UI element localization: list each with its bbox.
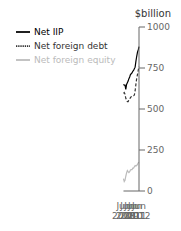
svg-text:750: 750 [147, 63, 164, 73]
svg-text:250: 250 [147, 145, 164, 155]
svg-text:1000: 1000 [147, 22, 170, 32]
svg-text:Jun2012: Jun2012 [128, 201, 151, 221]
svg-text:500: 500 [147, 104, 164, 114]
svg-text:0: 0 [147, 186, 153, 196]
